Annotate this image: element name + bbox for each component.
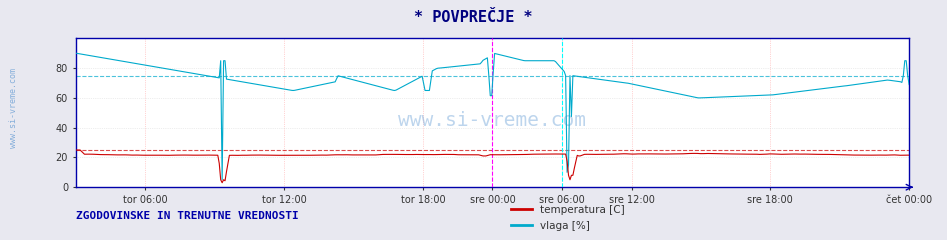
Text: ZGODOVINSKE IN TRENUTNE VREDNOSTI: ZGODOVINSKE IN TRENUTNE VREDNOSTI [76, 211, 298, 221]
Text: * POVPREČJE *: * POVPREČJE * [414, 10, 533, 25]
Legend: temperatura [C], vlaga [%]: temperatura [C], vlaga [%] [507, 201, 630, 235]
Text: www.si-vreme.com: www.si-vreme.com [399, 111, 586, 130]
Text: www.si-vreme.com: www.si-vreme.com [9, 68, 19, 148]
